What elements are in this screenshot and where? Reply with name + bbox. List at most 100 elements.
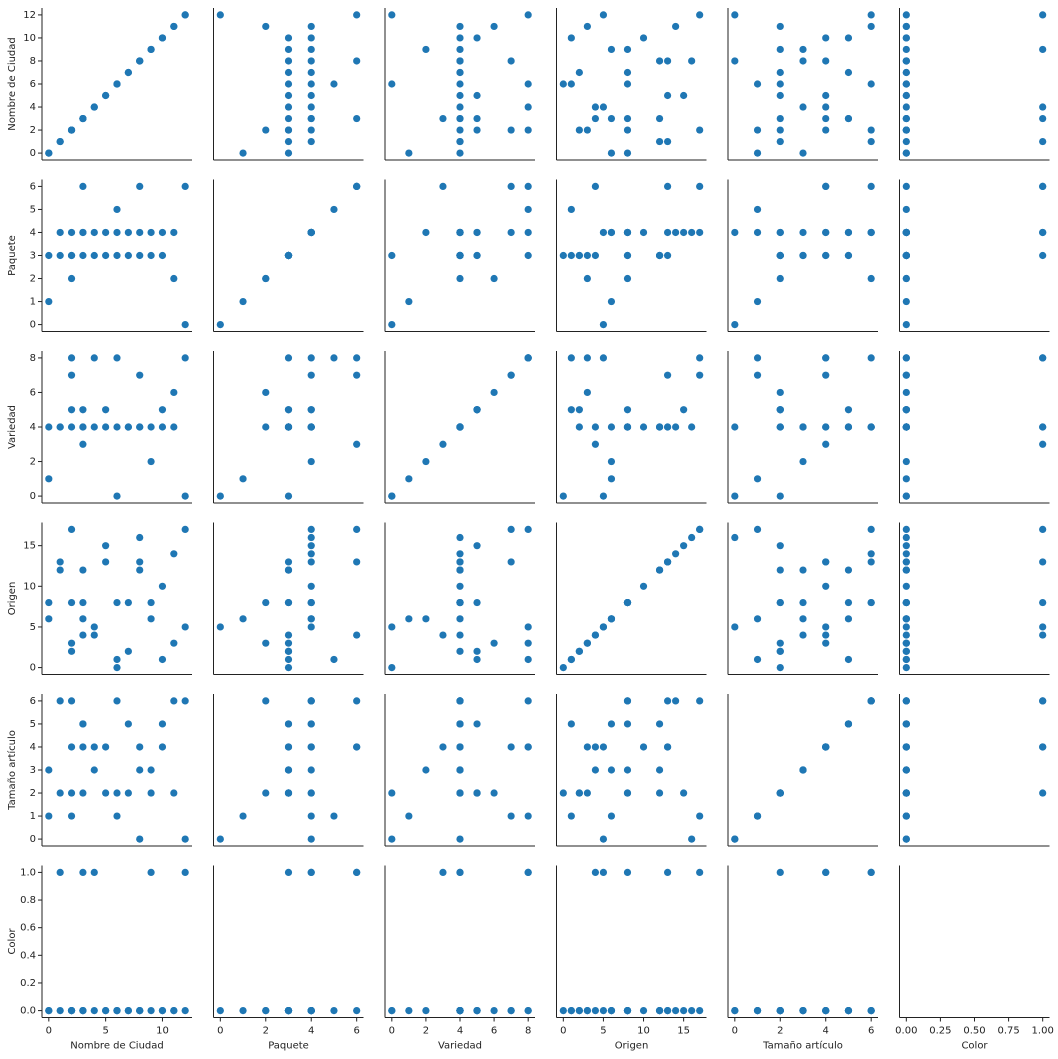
point <box>307 533 315 542</box>
point <box>473 789 481 797</box>
point <box>307 91 315 100</box>
point <box>307 766 315 774</box>
point <box>902 743 910 751</box>
point <box>822 34 830 42</box>
point <box>56 697 64 705</box>
point <box>284 406 293 414</box>
point <box>672 1006 680 1015</box>
point <box>79 251 87 260</box>
point <box>680 1006 688 1015</box>
point <box>422 766 430 774</box>
point <box>655 720 664 728</box>
point <box>147 789 155 797</box>
point <box>158 655 167 664</box>
point <box>90 1006 98 1015</box>
point <box>655 566 664 574</box>
point <box>524 1006 532 1015</box>
point <box>284 492 293 500</box>
x-tick-label: 2 <box>423 1026 429 1037</box>
point <box>284 354 293 362</box>
point <box>776 45 784 54</box>
point <box>216 835 224 843</box>
point <box>158 423 167 431</box>
point <box>776 789 784 797</box>
point <box>124 68 132 77</box>
point <box>902 492 910 500</box>
point <box>867 126 875 134</box>
point <box>113 812 121 820</box>
x-tick-label: 0.50 <box>963 1026 985 1037</box>
point <box>439 182 447 191</box>
point <box>473 542 481 550</box>
point <box>672 228 680 237</box>
point <box>567 406 575 414</box>
point <box>567 1006 575 1015</box>
point <box>330 80 338 88</box>
point <box>607 228 616 237</box>
point <box>731 623 739 631</box>
point <box>902 835 910 843</box>
y-tick-label: 2 <box>30 125 36 136</box>
point <box>456 835 464 843</box>
point <box>776 598 784 607</box>
point <box>79 615 87 623</box>
point <box>623 114 632 123</box>
point <box>113 423 121 431</box>
point <box>1039 743 1047 751</box>
point <box>158 743 167 751</box>
point <box>79 566 87 574</box>
point <box>559 663 567 672</box>
x-tick-label: 0 <box>46 1026 52 1037</box>
point <box>583 22 591 31</box>
x-axis-label: Nombre de Ciudad <box>70 1041 164 1052</box>
point <box>776 868 784 877</box>
x-tick-label: 0 <box>560 1026 566 1037</box>
point <box>902 371 910 379</box>
point <box>284 103 293 111</box>
point <box>158 582 167 590</box>
point <box>113 205 121 214</box>
point <box>262 274 270 283</box>
point <box>902 582 910 590</box>
point <box>844 598 853 607</box>
point <box>680 91 688 100</box>
point <box>456 423 464 431</box>
y-tick-label: 12 <box>23 10 36 21</box>
point <box>147 228 155 237</box>
point <box>262 1006 270 1015</box>
point <box>902 274 910 283</box>
point <box>102 558 110 566</box>
point <box>136 558 144 566</box>
point <box>663 743 672 751</box>
point <box>822 743 830 751</box>
x-tick-label: 6 <box>868 1026 874 1037</box>
point <box>583 789 591 797</box>
point <box>753 297 762 306</box>
point <box>623 697 632 705</box>
point <box>170 1006 178 1015</box>
point <box>575 647 583 655</box>
point <box>136 228 144 237</box>
point <box>607 297 616 306</box>
point <box>439 114 447 123</box>
point <box>124 251 132 260</box>
point <box>776 80 784 88</box>
point <box>663 182 672 191</box>
point <box>405 615 413 623</box>
point <box>456 91 464 100</box>
y-tick-label: 2 <box>30 788 36 799</box>
point <box>902 354 910 362</box>
point <box>284 868 293 877</box>
point <box>56 137 64 146</box>
point <box>45 615 53 623</box>
point <box>507 1006 515 1015</box>
point <box>456 533 464 542</box>
y-tick-label: 0 <box>30 148 36 159</box>
x-tick-label: 8 <box>525 1026 531 1037</box>
point <box>102 228 110 237</box>
point <box>353 631 361 639</box>
x-tick-label: 6 <box>353 1026 359 1037</box>
point <box>136 182 144 191</box>
point <box>284 720 293 728</box>
point <box>672 550 680 558</box>
